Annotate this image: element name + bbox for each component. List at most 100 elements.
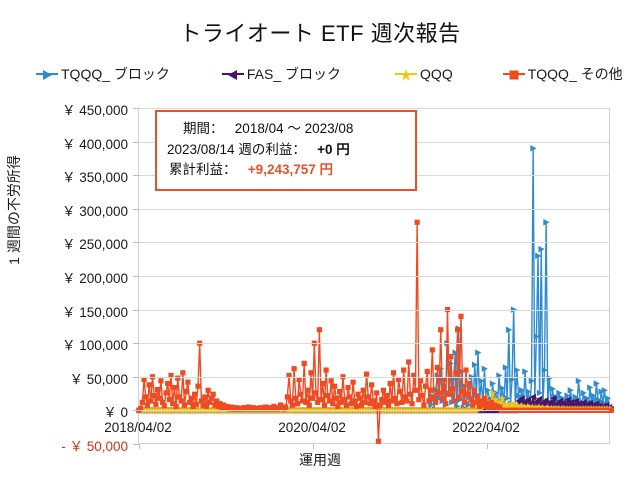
y-axis-tick-label: ￥ 250,000: [61, 237, 128, 253]
data-point-marker: [335, 403, 341, 409]
data-point-marker: [205, 387, 211, 393]
data-point-marker: [421, 402, 427, 408]
data-point-marker: [193, 401, 199, 407]
annotation-week-profit-value: +0 円: [317, 141, 350, 157]
data-point-marker: [146, 382, 152, 388]
data-point-marker: [183, 388, 189, 395]
data-point-marker: [550, 395, 557, 402]
data-point-marker: [143, 394, 149, 400]
data-point-marker: [593, 380, 600, 387]
gridline: [139, 343, 609, 345]
data-point-marker: [296, 376, 302, 383]
data-point-marker: [475, 394, 481, 400]
data-point-marker: [436, 390, 442, 396]
data-point-marker: [396, 376, 402, 383]
data-point-marker: [489, 380, 496, 387]
data-point-marker: [384, 393, 390, 399]
data-point-marker: [465, 391, 471, 397]
data-point-marker: [352, 398, 358, 404]
star-icon: [395, 67, 418, 81]
y-axis-title: 1 週間の不労所得: [6, 155, 22, 265]
data-point-marker: [138, 405, 144, 411]
data-point-marker: [431, 394, 437, 400]
data-point-marker: [441, 376, 447, 383]
data-point-marker: [353, 403, 360, 409]
annotation-total-profit-label: 累計利益：: [169, 162, 237, 178]
data-point-marker: [487, 405, 493, 411]
legend-item-1[interactable]: TQQQ_ ブロック: [36, 64, 170, 84]
data-point-marker: [438, 327, 444, 333]
data-point-marker: [337, 388, 343, 395]
data-point-marker: [198, 398, 204, 404]
data-point-marker: [535, 252, 542, 260]
data-point-marker: [564, 396, 571, 403]
data-point-marker: [536, 395, 543, 403]
data-point-marker: [286, 372, 292, 379]
data-point-marker: [502, 364, 509, 371]
data-point-marker: [306, 402, 312, 408]
legend-item-4[interactable]: TQQQ_ その他: [502, 64, 623, 84]
data-point-marker: [538, 245, 545, 253]
data-point-marker: [165, 380, 171, 387]
data-point-marker: [318, 397, 324, 403]
annotation-period-value: 2018/04 〜 2023/08: [234, 121, 354, 136]
legend-item-label: FAS_ ブロック: [246, 66, 342, 82]
data-point-marker: [139, 399, 145, 405]
data-point-marker: [580, 389, 587, 397]
data-point-marker: [429, 347, 435, 353]
data-point-marker: [470, 402, 476, 408]
data-point-marker: [200, 402, 206, 408]
data-point-marker: [358, 402, 365, 408]
data-point-marker: [572, 393, 579, 401]
data-point-marker: [192, 391, 198, 397]
data-point-marker: [521, 399, 528, 406]
data-point-marker: [148, 398, 154, 404]
data-point-marker: [284, 394, 290, 400]
data-point-marker: [411, 372, 417, 379]
legend-item-2[interactable]: FAS_ ブロック: [221, 64, 342, 84]
data-point-marker: [567, 387, 574, 394]
data-point-marker: [176, 394, 183, 400]
x-axis-tick-label: 2020/04/02: [278, 420, 346, 435]
legend-item-3[interactable]: QQQ: [395, 66, 453, 82]
data-point-marker: [598, 388, 605, 395]
data-point-marker: [492, 395, 500, 403]
data-point-marker: [564, 392, 571, 399]
data-point-marker: [575, 377, 582, 385]
data-point-marker: [379, 397, 385, 403]
data-point-marker: [392, 395, 398, 401]
gridline: [139, 309, 609, 311]
data-point-marker: [522, 368, 529, 375]
data-point-marker: [316, 327, 322, 333]
data-point-marker: [390, 370, 397, 376]
data-point-marker: [409, 401, 415, 407]
data-point-marker: [515, 392, 522, 399]
data-point-marker: [158, 378, 164, 384]
data-point-marker: [608, 407, 614, 413]
data-point-marker: [144, 402, 151, 408]
data-point-marker: [212, 402, 218, 408]
data-point-marker: [363, 371, 370, 377]
legend-item-label: QQQ: [420, 66, 453, 82]
data-point-marker: [195, 383, 201, 389]
data-point-marker: [501, 400, 510, 408]
annotation-total-profit-value: +9,243,757 円: [247, 162, 333, 178]
gridline: [139, 208, 609, 210]
data-point-marker: [276, 405, 282, 411]
data-point-marker: [320, 380, 326, 387]
data-point-marker: [313, 390, 319, 396]
annotation-week-profit-label: 2023/08/14 週の利益：: [167, 141, 306, 157]
y-axis-tick-label: ￥ 150,000: [61, 304, 128, 320]
x-axis-tick: [487, 444, 489, 449]
data-point-marker: [485, 401, 491, 407]
data-point-marker: [514, 366, 521, 374]
data-point-marker: [338, 399, 344, 405]
data-point-marker: [517, 401, 526, 409]
data-point-marker: [543, 219, 550, 226]
data-point-marker: [278, 402, 284, 408]
data-point-marker: [463, 367, 469, 373]
y-axis-tick-label: ￥ 300,000: [61, 203, 128, 219]
data-point-marker: [365, 394, 371, 400]
data-point-marker: [478, 398, 484, 404]
data-point-marker: [509, 376, 516, 383]
